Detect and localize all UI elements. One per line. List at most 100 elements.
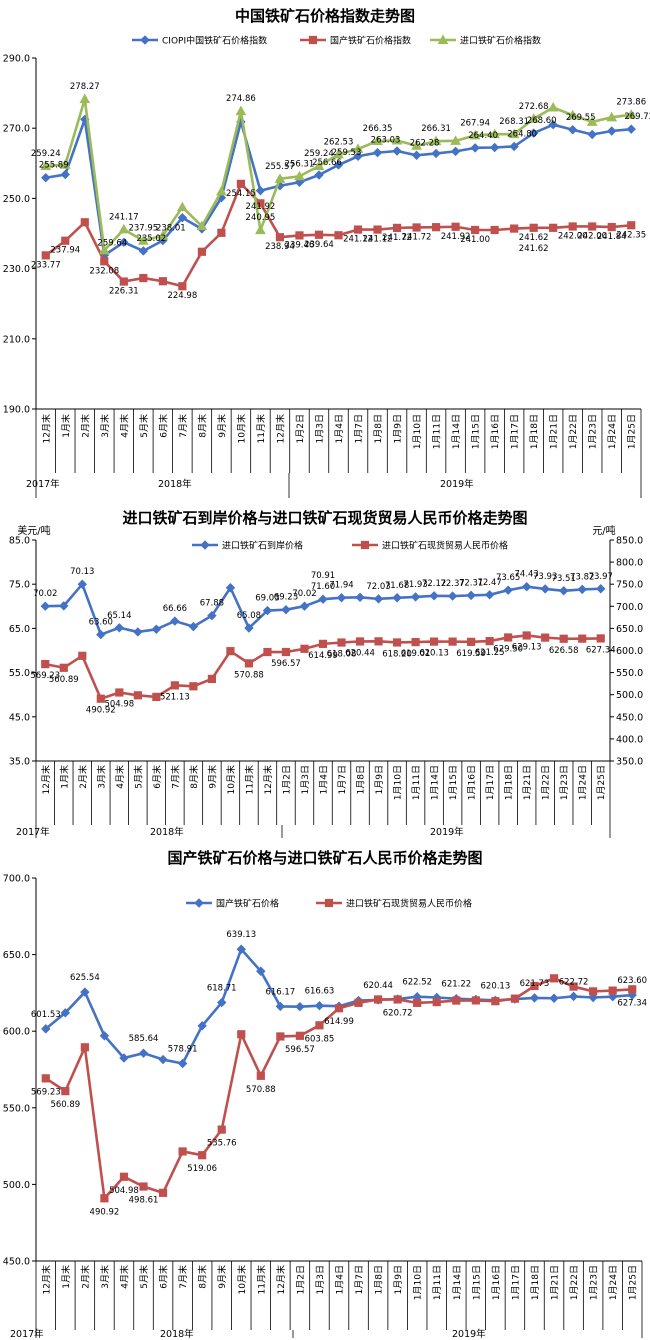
x-category-label: 10月末 xyxy=(236,1265,248,1294)
x-category-label: 1月10日 xyxy=(412,414,423,449)
data-label: 268.60 xyxy=(527,116,557,126)
data-label: 259.24 xyxy=(304,149,334,159)
data-point xyxy=(281,604,291,615)
data-point xyxy=(528,113,540,123)
data-point xyxy=(294,177,305,187)
data-point xyxy=(80,218,89,227)
x-category-label: 12月末 xyxy=(262,765,274,794)
data-label: 519.06 xyxy=(187,1164,217,1174)
x-category-label: 1月21日 xyxy=(522,765,533,800)
x-category-label: 1月25日 xyxy=(627,414,638,449)
x-category-label: 6月末 xyxy=(157,414,169,438)
data-point xyxy=(96,694,105,703)
x-category-label: 1月7日 xyxy=(337,765,348,794)
data-label: 224.98 xyxy=(167,291,197,301)
x-category-label: 10月末 xyxy=(235,414,247,443)
x-category-label: 1月17日 xyxy=(510,414,521,449)
x-category-label: 1月25日 xyxy=(628,1265,639,1300)
x-category-label: 1月7日 xyxy=(354,414,365,443)
x-category-label: 1月末 xyxy=(60,1265,72,1289)
data-label: 639.13 xyxy=(226,930,256,940)
data-point xyxy=(41,660,50,669)
x-category-label: 1月14日 xyxy=(452,1265,463,1300)
x-category-label: 1月23日 xyxy=(588,414,599,449)
data-label: 70.91 xyxy=(311,571,335,581)
y-right-tick-label: 800.0 xyxy=(616,558,643,569)
x-category-label: 3月末 xyxy=(99,1265,111,1289)
data-label: 241.00 xyxy=(460,235,490,245)
chart-svg: 中国铁矿石价格指数走势图 190.0 210.0 230.0 250.0 270.0 290… xyxy=(3,7,650,498)
data-label: 264.80 xyxy=(507,129,537,139)
data-label: 629.50 xyxy=(493,644,523,654)
data-point xyxy=(607,126,617,136)
data-label: 237.95 xyxy=(128,224,158,234)
data-label: 498.61 xyxy=(129,1196,159,1206)
data-label: 241.12 xyxy=(343,235,373,245)
data-point xyxy=(295,231,304,240)
data-point xyxy=(410,592,421,602)
x-category-label: 1月15日 xyxy=(471,1265,482,1300)
data-label: 233.77 xyxy=(31,260,61,270)
y-right-tick-label: 700.0 xyxy=(616,602,643,613)
data-label: 66.66 xyxy=(163,604,187,614)
data-point xyxy=(606,111,618,122)
data-point xyxy=(429,637,439,646)
data-label: 255.89 xyxy=(39,161,69,171)
data-point xyxy=(119,1172,129,1181)
data-label: 232.08 xyxy=(89,266,119,276)
x-category-label: 12月末 xyxy=(275,1265,287,1294)
data-point xyxy=(549,993,559,1003)
data-label: 616.63 xyxy=(305,987,335,997)
data-label: 262.28 xyxy=(410,138,440,148)
data-label: 70.02 xyxy=(292,589,316,599)
x-category-label: 1月11日 xyxy=(432,414,443,449)
data-label: 620.13 xyxy=(419,649,449,659)
x-category-label: 8月末 xyxy=(197,1265,209,1289)
data-label: 266.31 xyxy=(421,124,451,134)
x-category-label: 8月末 xyxy=(188,765,200,789)
data-point xyxy=(79,93,91,104)
legend-label: 进口铁矿石到岸价格 xyxy=(222,540,303,552)
data-point xyxy=(158,1054,168,1065)
data-label: 521.13 xyxy=(160,692,190,702)
data-label: 73.65 xyxy=(496,573,520,583)
data-point xyxy=(100,257,109,266)
x-category-label: 1月9日 xyxy=(374,765,385,794)
data-point xyxy=(447,591,458,601)
data-point xyxy=(336,593,347,603)
y-right-tick-label: 850.0 xyxy=(616,536,643,547)
y-right-tick-label: 600.0 xyxy=(616,646,643,657)
y-tick-label: 45.0 xyxy=(9,712,30,723)
legend-marker xyxy=(308,35,318,45)
data-point xyxy=(137,235,149,245)
data-point xyxy=(452,996,461,1005)
x-category-label: 7月末 xyxy=(169,765,181,789)
y-right-tick-label: 400.0 xyxy=(616,734,643,745)
data-point xyxy=(372,147,383,158)
data-label: 263.03 xyxy=(371,136,401,146)
data-label: 70.02 xyxy=(33,589,57,599)
x-category-label: 4月末 xyxy=(118,1265,130,1289)
chart-title: 中国铁矿石价格指数走势图 xyxy=(235,7,415,25)
data-point xyxy=(334,231,343,240)
data-point xyxy=(235,105,247,116)
x-category-label: 1月9日 xyxy=(393,414,404,443)
data-point xyxy=(263,647,272,657)
data-point xyxy=(119,237,129,247)
data-label: 627.34 xyxy=(617,998,647,1008)
y-tick-label: 650.0 xyxy=(3,950,30,961)
x-category-label: 1月22日 xyxy=(569,1265,580,1300)
data-label: 620.13 xyxy=(481,981,511,991)
data-label: 618.20 xyxy=(382,649,412,659)
x-category-label: 11月末 xyxy=(255,1265,267,1294)
x-category-label: 3月末 xyxy=(99,414,111,438)
data-point xyxy=(294,170,305,181)
data-label: 621.22 xyxy=(441,980,471,990)
x-category-label: 1月10日 xyxy=(413,1265,424,1300)
data-label: 629.13 xyxy=(512,642,542,652)
data-point xyxy=(256,1071,265,1080)
data-point xyxy=(177,1058,188,1069)
data-point xyxy=(411,150,422,161)
data-point xyxy=(470,143,480,153)
x-category-label: 6月末 xyxy=(151,765,163,789)
